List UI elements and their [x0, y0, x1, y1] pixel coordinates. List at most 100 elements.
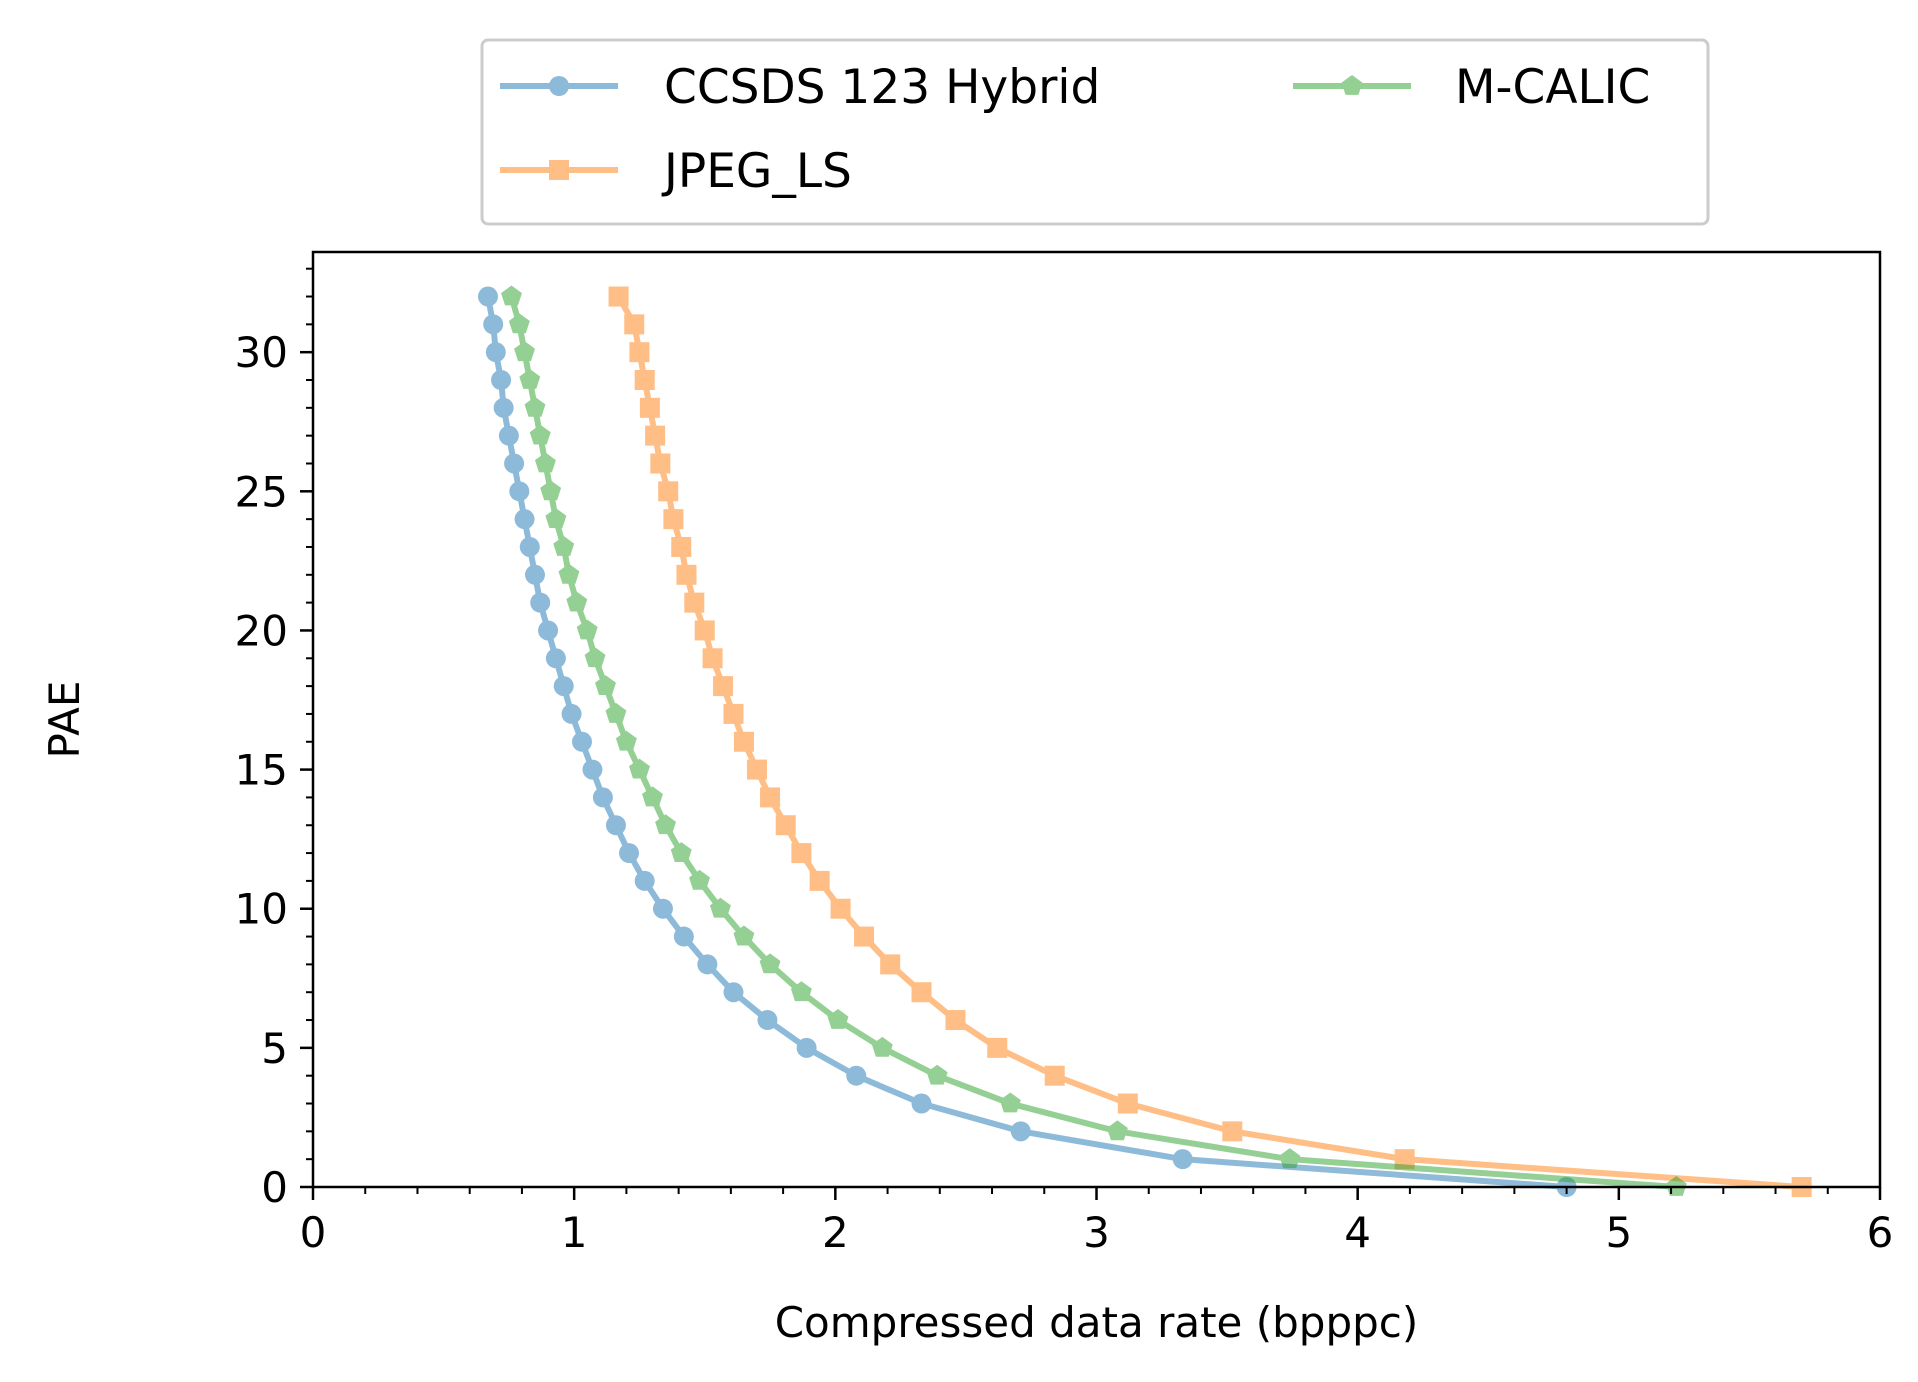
data-point [733, 925, 755, 946]
y-tick-label: 15 [235, 746, 288, 795]
data-point [676, 564, 697, 585]
x-tick-label: 4 [1344, 1208, 1371, 1257]
data-point [830, 898, 851, 919]
data-point [605, 815, 626, 836]
data-point [1117, 1093, 1138, 1114]
axes-layer: 0 1 2 3 4 5 6 0 5 10 15 20 25 30 [235, 267, 1894, 1257]
data-point [684, 592, 705, 613]
data-point [629, 758, 650, 779]
data-point [645, 425, 666, 446]
data-point [673, 926, 694, 947]
data-point [671, 536, 692, 557]
data-point [553, 676, 574, 697]
data-point [871, 1036, 893, 1057]
data-point [530, 592, 551, 613]
data-point [689, 869, 710, 890]
data-point [775, 815, 796, 836]
legend-item: M-CALIC [1293, 60, 1650, 115]
data-point [524, 564, 545, 585]
data-point [746, 759, 767, 780]
data-point [634, 370, 655, 391]
data-point [514, 341, 536, 362]
data-point [558, 563, 580, 584]
series-layer [477, 285, 1812, 1197]
data-point [1279, 1148, 1301, 1169]
data-point [477, 286, 498, 307]
plot-area-frame [311, 250, 1882, 1189]
data-point [501, 285, 522, 306]
y-tick-label: 10 [235, 885, 288, 934]
data-point [483, 314, 504, 335]
data-point [791, 843, 812, 864]
data-point [493, 397, 514, 418]
data-point [723, 703, 744, 724]
data-point [545, 508, 567, 529]
series-line [508, 295, 1677, 1190]
data-point [880, 954, 901, 975]
legend-items: CCSDS 123 Hybrid JPEG_LS M-CALIC [500, 60, 1650, 199]
y-axis-title: PAE [40, 681, 89, 759]
legend-swatch [500, 76, 618, 96]
x-axis-title: Compressed data rate (bpppc) [775, 1298, 1419, 1347]
data-point [759, 953, 781, 974]
data-point [796, 1037, 817, 1058]
legend: CCSDS 123 Hybrid JPEG_LS M-CALIC [480, 38, 1710, 226]
data-point [553, 535, 575, 556]
data-point [582, 759, 603, 780]
data-point [576, 619, 598, 640]
data-point [572, 731, 593, 752]
data-point [545, 648, 566, 669]
data-point [670, 842, 692, 862]
legend-swatch [1293, 75, 1411, 95]
data-point [945, 1010, 966, 1031]
y-tick-label: 30 [235, 328, 288, 377]
data-point [827, 1009, 849, 1029]
data-point [790, 981, 812, 1002]
y-tick-label: 5 [261, 1024, 288, 1073]
y-tick-label: 0 [261, 1163, 288, 1212]
data-point [663, 509, 684, 530]
data-point [592, 787, 613, 808]
data-point [926, 1064, 948, 1085]
data-point [1044, 1065, 1065, 1086]
legend-item: JPEG_LS [500, 144, 852, 199]
data-point [504, 453, 525, 474]
data-point [846, 1065, 867, 1086]
data-point [694, 620, 715, 641]
data-point [911, 1093, 932, 1114]
data-point [854, 926, 875, 947]
data-point [650, 453, 671, 474]
legend-marker [549, 76, 569, 96]
data-point [508, 313, 530, 334]
data-point [605, 702, 627, 723]
data-point [538, 620, 559, 641]
data-point [491, 370, 512, 391]
series-ccsds-123-hybrid [477, 286, 1577, 1197]
data-point [584, 647, 606, 668]
data-point [608, 286, 629, 307]
x-tick-label: 1 [561, 1208, 588, 1257]
data-point [757, 1010, 778, 1031]
data-point [498, 425, 519, 446]
data-point [629, 342, 650, 363]
data-point [709, 897, 731, 918]
data-point [697, 954, 718, 975]
data-point [987, 1037, 1008, 1058]
legend-marker [1341, 75, 1363, 95]
data-point [595, 675, 616, 696]
data-point [639, 397, 660, 418]
x-tick-label: 2 [822, 1208, 849, 1257]
y-tick-label: 25 [235, 467, 288, 516]
data-point [509, 481, 530, 502]
data-point [561, 703, 582, 724]
data-point [519, 536, 540, 557]
legend-item: CCSDS 123 Hybrid [500, 60, 1100, 115]
data-point [723, 982, 744, 1003]
data-point [911, 982, 932, 1003]
x-tick-label: 5 [1605, 1208, 1632, 1257]
series-line [615, 295, 1802, 1190]
data-point [485, 342, 506, 363]
legend-label: M-CALIC [1455, 60, 1650, 115]
legend-label: CCSDS 123 Hybrid [664, 60, 1100, 115]
x-tick-label: 6 [1867, 1208, 1894, 1257]
